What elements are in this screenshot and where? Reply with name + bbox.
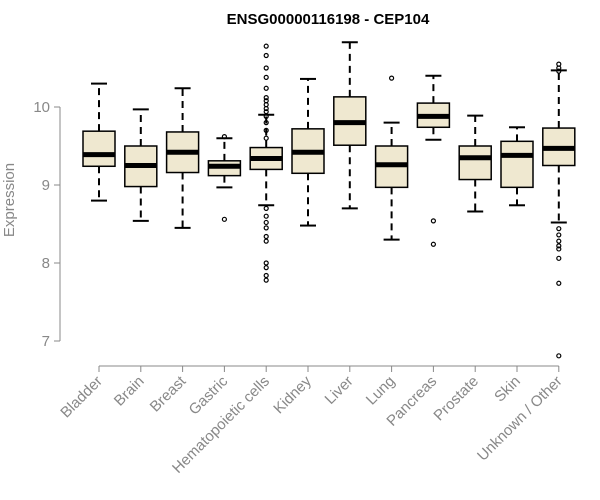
outlier-point (263, 113, 269, 119)
outlier-point (263, 265, 269, 271)
outlier-point (263, 52, 269, 59)
x-tick-label: Prostate (430, 373, 482, 425)
outlier-point (556, 280, 562, 286)
outlier-point (221, 134, 227, 140)
box-bladder (82, 82, 116, 202)
outlier-point (263, 127, 269, 133)
box-pancreas (416, 74, 451, 247)
outlier-point (556, 232, 562, 238)
outlier-point (263, 43, 269, 49)
box-kidney (291, 77, 325, 227)
plot-area (82, 41, 576, 359)
outlier-point (556, 226, 562, 232)
box-iqr (500, 140, 534, 189)
x-tick-label: Breast (147, 372, 190, 415)
outlier-point (263, 260, 269, 266)
outlier-point (263, 272, 269, 279)
box-iqr (82, 130, 116, 168)
x-tick-label: Kidney (270, 372, 315, 417)
outlier-point (263, 95, 269, 101)
outlier-point (263, 65, 269, 71)
x-tick-label: Lung (363, 373, 399, 409)
outlier-point (556, 65, 562, 71)
outlier-point (556, 238, 562, 244)
outlier-point (263, 205, 269, 211)
outlier-point (430, 218, 436, 224)
y-tick-label: 10 (33, 99, 50, 116)
outlier-point (263, 119, 269, 126)
x-tick-label: Liver (322, 373, 357, 408)
outlier-point (263, 277, 269, 283)
outlier-point (263, 233, 269, 240)
box-breast (165, 87, 200, 229)
outlier-point (556, 353, 562, 359)
y-tick-label: 7 (42, 333, 50, 350)
box-liver (333, 41, 367, 210)
outlier-point (389, 75, 395, 81)
chart-title: ENSG00000116198 - CEP104 (227, 11, 430, 28)
box-iqr (458, 145, 492, 181)
outlier-point (263, 238, 269, 244)
x-tick-label: Brain (111, 373, 148, 410)
box-gastric (207, 134, 242, 222)
box-prostate (458, 114, 492, 213)
outlier-point (430, 241, 436, 247)
outlier-point (263, 74, 269, 80)
outlier-point (263, 105, 269, 112)
outlier-point (263, 135, 269, 141)
y-tick-label: 9 (42, 177, 50, 194)
outlier-point (263, 85, 269, 91)
x-tick-label: Skin (491, 373, 524, 406)
y-tick-label: 8 (42, 255, 50, 272)
outlier-point (263, 225, 269, 231)
x-tick-label: Bladder (57, 373, 106, 422)
y-axis: 7 8 9 10 (33, 99, 61, 350)
outlier-point (556, 68, 562, 74)
y-axis-label: Expression (1, 163, 18, 237)
outlier-point (556, 246, 562, 252)
outlier-point (556, 255, 562, 261)
box-brain (124, 108, 158, 222)
outlier-point (263, 213, 269, 219)
outlier-point (263, 109, 269, 115)
outlier-point (221, 216, 227, 222)
box-skin (500, 126, 534, 207)
box-hematopoietic-cells (249, 43, 283, 283)
outlier-point (556, 243, 562, 249)
outlier-point (263, 219, 269, 226)
box-lung (374, 75, 409, 241)
box-unknown-other (542, 61, 576, 359)
